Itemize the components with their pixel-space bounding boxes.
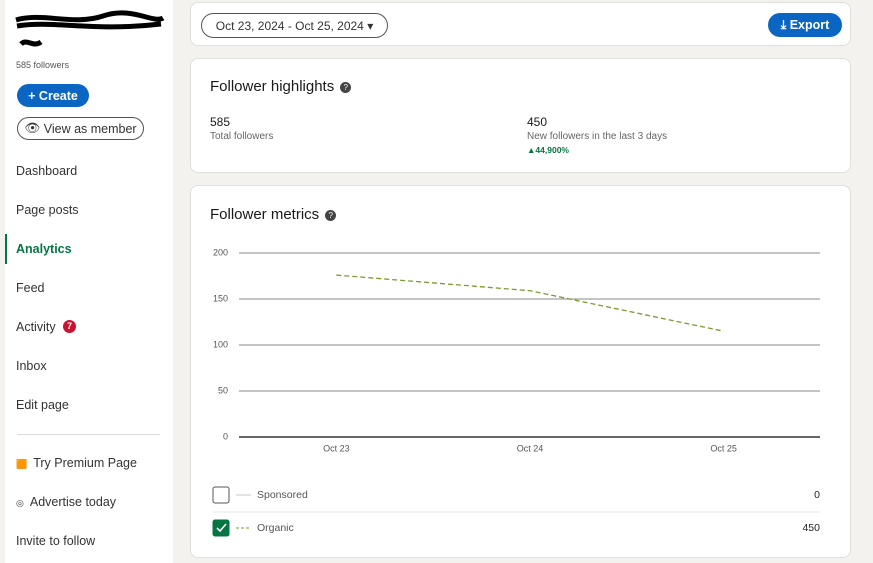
extra-label: Advertise today [29, 495, 117, 509]
highlights-card: Follower highlights? 585 Total followers… [190, 58, 851, 173]
export-button[interactable]: ⤓ Export [768, 13, 842, 37]
y-tick-label: 100 [213, 339, 228, 349]
date-range: Oct 23, 2024 - Oct 25, 2024 [215, 18, 364, 33]
total-value: 585 [210, 115, 231, 129]
nav-item[interactable]: Activity 7 [5, 312, 165, 342]
checkbox [212, 486, 230, 504]
nav-item[interactable]: Feed [5, 273, 165, 303]
chart: 0 50 100 150 200 Oct 23 Oct 24 Oct 25 Sponsored 0… [212, 247, 820, 537]
nav-item[interactable]: Analytics [5, 234, 167, 264]
extra-item[interactable]: 🟧 Try Premium Page [16, 456, 137, 470]
new-label: New followers in the last 3 days [527, 131, 668, 142]
metrics-card: Follower metrics? 0 50 100 150 200 Oct 23 Oct … [190, 185, 851, 558]
new-value: 450 [527, 115, 548, 129]
export-label: Export [789, 18, 830, 32]
nav-item[interactable]: Edit page [5, 390, 165, 420]
icon: ◎ [16, 498, 24, 508]
total-label: Total followers [210, 131, 274, 142]
nav-label: Analytics [16, 242, 72, 256]
y-tick-label: 50 [218, 385, 228, 395]
extra-label: Try Premium Page [33, 456, 137, 470]
view-button[interactable]: 👁 View as member [17, 117, 144, 140]
extra-item[interactable]: ◎ Advertise today [16, 495, 116, 509]
highlights-title: Follower highlights? [210, 78, 352, 95]
x-tick-label: Oct 24 [517, 443, 544, 453]
check [216, 523, 227, 533]
y-tick-label: 200 [213, 247, 228, 257]
view-label: View as member [43, 121, 137, 136]
y-tick-label: 0 [223, 431, 228, 441]
legend-label: Sponsored [257, 489, 308, 501]
nav-item[interactable]: Page posts [5, 195, 165, 225]
nav-label: Activity [16, 320, 56, 334]
sidebar: 585 followers + Create 👁 View as member … [5, 0, 173, 563]
nav-label: Feed [16, 281, 45, 295]
x-tick-label: Oct 25 [710, 443, 737, 453]
create-button[interactable]: + Create [17, 84, 89, 107]
legend-label: Organic [257, 522, 294, 534]
create-label: Create [38, 88, 78, 103]
badge: 7 [63, 320, 76, 333]
nav-item[interactable]: Inbox [5, 351, 165, 381]
legend-item[interactable]: Organic 450 [212, 519, 820, 537]
chart-title: Follower metrics? [210, 206, 337, 223]
redacted-name [15, 10, 165, 47]
checkbox [212, 519, 230, 537]
legend-total: 0 [814, 489, 820, 501]
toolbar: Oct 23, 2024 - Oct 25, 2024 ▾ ⤓ Export [190, 2, 851, 46]
extra-item[interactable]: Invite to follow [16, 534, 95, 548]
series-line [336, 274, 724, 332]
nav-label: Page posts [16, 203, 79, 217]
nav-label: Inbox [16, 359, 47, 373]
y-tick-label: 150 [213, 293, 228, 303]
nav-label: Edit page [16, 398, 69, 412]
extra-label: Invite to follow [16, 534, 96, 548]
change: ▲44,900% [527, 145, 569, 155]
followers: 585 followers [16, 60, 70, 70]
nav-item[interactable]: Dashboard [5, 156, 165, 186]
legend-total: 450 [802, 522, 820, 534]
x-tick-label: Oct 23 [323, 443, 350, 453]
divider [17, 434, 160, 435]
nav-label: Dashboard [16, 164, 78, 178]
legend-item[interactable]: Sponsored 0 [212, 486, 820, 504]
date-picker[interactable]: Oct 23, 2024 - Oct 25, 2024 ▾ [201, 13, 388, 38]
icon: 🟧 [16, 459, 28, 469]
